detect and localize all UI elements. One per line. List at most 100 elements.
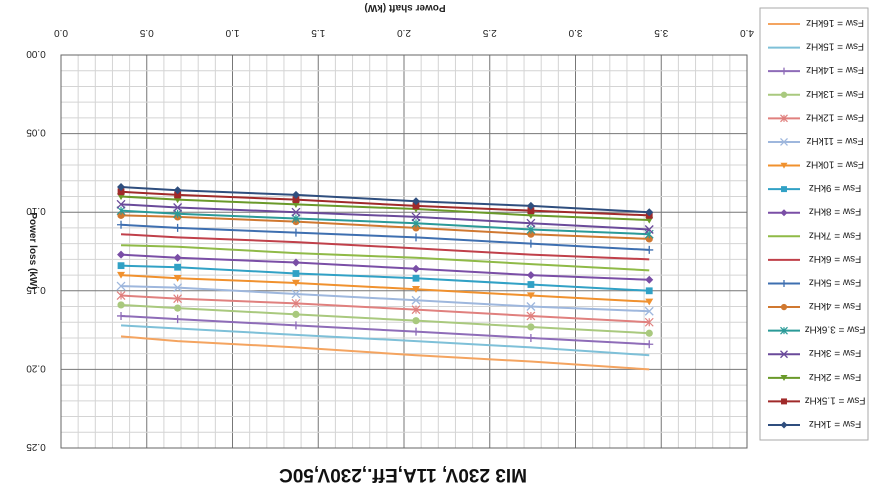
series-line bbox=[120, 253, 650, 281]
x-tick-label: 0.0 bbox=[54, 27, 68, 38]
legend-label: Fsw = 11kHz bbox=[806, 135, 863, 146]
data-point bbox=[412, 327, 421, 336]
legend: Fsw = 16kHz Fsw = 15kHz Fsw = 14kHz Fsw = 1… bbox=[768, 17, 865, 429]
series-line bbox=[120, 303, 650, 335]
data-point bbox=[645, 245, 654, 254]
legend-item: Fsw = 16kHz bbox=[768, 17, 864, 28]
series-line bbox=[120, 274, 650, 303]
y-axis-ticks: 0.00 0.05 0.10 0.15 0.20 0.25 bbox=[26, 48, 46, 452]
legend-label: Fsw = 3kHz bbox=[809, 347, 862, 358]
data-point bbox=[291, 214, 301, 223]
data-point bbox=[645, 208, 654, 217]
legend-label: Fsw = 16kHz bbox=[806, 17, 864, 28]
legend-item: Fsw = 11kHz bbox=[768, 135, 864, 146]
data-point bbox=[412, 197, 421, 206]
data-point bbox=[291, 190, 300, 199]
legend-label: Fsw = 8kHz bbox=[809, 206, 862, 217]
data-point bbox=[780, 303, 788, 311]
data-point bbox=[117, 262, 125, 270]
series-6 bbox=[117, 271, 654, 306]
y-tick-label: 0.00 bbox=[26, 48, 46, 59]
data-point bbox=[411, 295, 421, 305]
data-point bbox=[526, 239, 535, 248]
x-axis-ticks: 0.0 0.5 1.0 1.5 2.0 2.5 3.0 3.5 4.0 bbox=[54, 27, 754, 38]
data-point bbox=[291, 298, 301, 308]
series-13 bbox=[116, 206, 654, 239]
data-point bbox=[173, 203, 183, 212]
data-point bbox=[780, 326, 788, 335]
data-point bbox=[117, 250, 126, 259]
data-point bbox=[526, 311, 536, 321]
y-tick-label: 0.20 bbox=[26, 362, 46, 373]
series-line bbox=[120, 324, 650, 357]
data-point bbox=[291, 228, 300, 237]
y-tick-label: 0.15 bbox=[26, 284, 46, 295]
data-point bbox=[173, 294, 183, 304]
data-point bbox=[411, 212, 421, 222]
data-point bbox=[645, 287, 653, 295]
x-tick-label: 3.5 bbox=[654, 27, 668, 38]
series-14 bbox=[116, 199, 654, 234]
data-point bbox=[411, 218, 421, 228]
legend-item: Fsw = 15kHz bbox=[768, 41, 864, 52]
data-point bbox=[291, 207, 301, 217]
data-point bbox=[526, 271, 535, 280]
data-point bbox=[117, 301, 125, 309]
series-line bbox=[120, 214, 650, 240]
legend-item: Fsw = 1.5kHz bbox=[768, 394, 865, 405]
data-point bbox=[780, 209, 788, 217]
legend-item: Fsw = 14kHz bbox=[768, 64, 864, 75]
data-point bbox=[527, 281, 535, 288]
data-point bbox=[526, 302, 536, 311]
data-point bbox=[780, 279, 788, 287]
series-11 bbox=[117, 220, 654, 254]
data-point bbox=[174, 191, 182, 199]
legend-label: Fsw = 12kHz bbox=[806, 111, 864, 122]
data-point bbox=[526, 201, 535, 210]
data-point bbox=[780, 421, 788, 429]
legend-label: Fsw = 6kHz bbox=[809, 253, 862, 264]
data-point bbox=[645, 298, 654, 306]
data-point bbox=[412, 233, 421, 242]
legend-label: Fsw = 7kHz bbox=[809, 229, 862, 240]
x-tick-label: 2.0 bbox=[397, 27, 411, 38]
series-8 bbox=[117, 250, 654, 284]
legend-item: Fsw = 3.6kHz bbox=[768, 324, 865, 335]
legend-item: Fsw = 10kHz bbox=[768, 159, 864, 170]
series-17 bbox=[117, 183, 654, 217]
x-tick-label: 4.0 bbox=[740, 27, 754, 38]
series-line bbox=[120, 203, 650, 231]
data-point bbox=[644, 306, 654, 316]
series-line bbox=[120, 314, 650, 346]
data-point bbox=[645, 275, 654, 284]
y-axis-title: Power loss (kW) bbox=[27, 212, 38, 289]
data-point bbox=[526, 292, 535, 300]
series-line bbox=[120, 195, 650, 222]
legend-item: Fsw = 7kHz bbox=[768, 229, 861, 240]
legend-item: Fsw = 12kHz bbox=[768, 111, 864, 122]
data-point bbox=[173, 315, 182, 324]
series-line bbox=[120, 223, 650, 251]
data-point bbox=[174, 304, 182, 312]
data-point bbox=[780, 91, 788, 98]
series-line bbox=[120, 233, 650, 261]
series-line bbox=[120, 186, 650, 214]
series-group bbox=[116, 183, 654, 371]
legend-label: Fsw = 3.6kHz bbox=[805, 324, 866, 335]
data-point bbox=[527, 323, 535, 331]
series-line bbox=[120, 294, 650, 324]
data-point bbox=[116, 291, 126, 300]
series-line bbox=[120, 190, 650, 217]
legend-item: Fsw = 3kHz bbox=[768, 347, 861, 358]
y-tick-label: 0.10 bbox=[26, 205, 46, 216]
data-point bbox=[173, 223, 182, 232]
data-point bbox=[291, 289, 301, 299]
legend-item: Fsw = 13kHz bbox=[768, 88, 864, 99]
data-point bbox=[780, 67, 788, 75]
data-point bbox=[411, 305, 421, 315]
data-point bbox=[116, 199, 126, 209]
data-point bbox=[412, 264, 421, 273]
series-7 bbox=[117, 262, 653, 295]
chart-title: MI3 230V, 11A,Eff.,230V,50C bbox=[279, 464, 527, 485]
